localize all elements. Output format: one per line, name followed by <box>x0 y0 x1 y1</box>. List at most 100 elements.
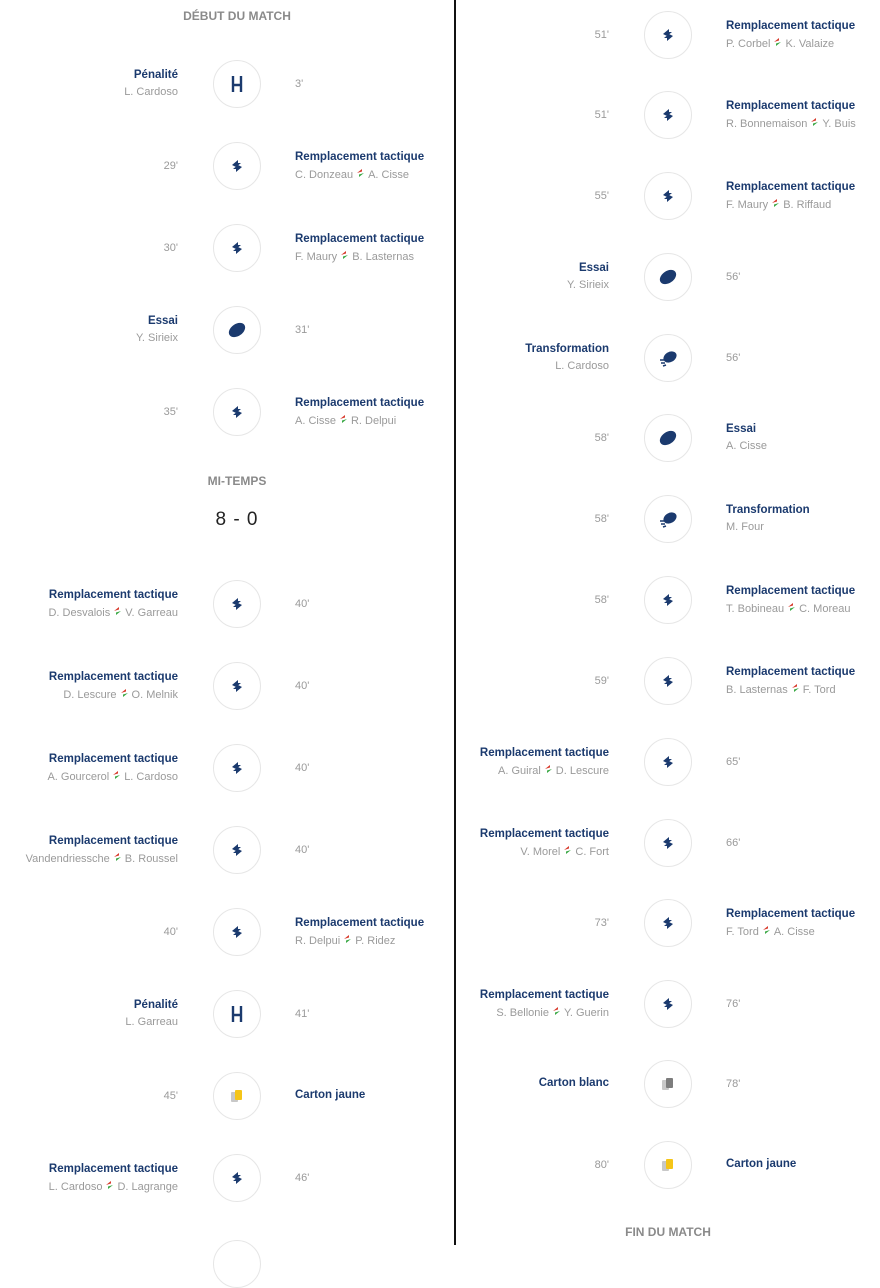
event-players: Vandendriessche B. Roussel <box>26 852 178 865</box>
icon <box>663 917 673 929</box>
icon <box>232 844 242 856</box>
icon <box>232 926 242 938</box>
player-name: T. Bobineau <box>726 602 785 615</box>
event-icon <box>644 576 692 624</box>
event-text: Remplacement tactique T. Bobineau C. Morea… <box>726 585 855 615</box>
event-players: D. Lescure O. Melnik <box>63 688 178 701</box>
event-players: L. Cardoso <box>124 86 178 98</box>
event-name: Remplacement tactique <box>48 753 178 765</box>
event-name: Remplacement tactique <box>726 908 856 920</box>
swap-arrow <box>113 606 122 619</box>
player-name: A. Cisse <box>773 925 815 938</box>
event-icon <box>213 224 261 272</box>
icon <box>660 351 677 367</box>
event-minute: 51' <box>594 29 609 41</box>
event-text: Remplacement tactique R. Delpui P. Ridez <box>295 917 424 947</box>
event-players: C. Donzeau A. Cisse <box>295 168 424 181</box>
event-icon <box>213 388 261 436</box>
swap-arrow <box>112 770 121 783</box>
event-icon <box>213 990 261 1038</box>
player-name: O. Melnik <box>131 688 178 701</box>
event-name: Essai <box>726 423 757 435</box>
event-name: Carton jaune <box>295 1089 366 1101</box>
event-text: Essai A. Cisse <box>726 423 767 452</box>
player-name: F. Maury <box>295 250 338 263</box>
player-name: Y. Sirieix <box>136 332 178 344</box>
swap-arrow <box>105 1180 114 1193</box>
event-text: Remplacement tactique P. Corbel K. Valaize <box>726 20 855 50</box>
event-icon <box>213 1154 261 1202</box>
player-name: B. Riffaud <box>783 198 832 211</box>
swap-arrow <box>791 683 800 696</box>
swap-arrow <box>356 168 365 181</box>
event-text: Remplacement tactique L. Cardoso D. Lagran… <box>49 1163 178 1193</box>
swap-arrow <box>544 764 553 777</box>
event-minute: 66' <box>726 837 741 849</box>
player-name: V. Garreau <box>125 606 178 619</box>
event-players: A. Guiral D. Lescure <box>498 764 609 777</box>
player-name: L. Cardoso <box>124 86 178 98</box>
icon <box>663 675 673 687</box>
event-minute: 58' <box>594 513 609 525</box>
event-minute: 35' <box>163 406 178 418</box>
swap-arrow <box>113 852 122 865</box>
event-icon <box>644 899 692 947</box>
event-minute: 56' <box>726 271 741 283</box>
event-icon <box>213 662 261 710</box>
event-text: Remplacement tactique F. Maury B. Riffaud <box>726 181 855 211</box>
event-text: Remplacement tactique V. Morel C. Fort <box>480 828 609 858</box>
event-icon <box>644 334 692 382</box>
halftime-score: 8 - 0 <box>215 509 259 530</box>
event-text: Essai Y. Sirieix <box>136 315 178 344</box>
event-name: Remplacement tactique <box>48 1163 178 1175</box>
event-icon <box>644 172 692 220</box>
event-text: Carton blanc <box>539 1077 609 1089</box>
event-minute: 55' <box>594 190 609 202</box>
swap-arrow <box>120 688 129 701</box>
event-text: Remplacement tactique A. Cisse R. Delpui <box>295 397 424 427</box>
event-text: Remplacement tactique D. Lescure O. Melnik <box>49 671 178 701</box>
event-name: Pénalité <box>133 69 178 81</box>
event-players: D. Desvalois V. Garreau <box>48 606 178 619</box>
player-name: F. Tord <box>726 925 759 938</box>
event-name: Pénalité <box>133 999 178 1011</box>
swap-arrow <box>340 250 349 263</box>
player-name: M. Four <box>726 521 764 533</box>
icon <box>663 29 673 41</box>
event-name: Remplacement tactique <box>48 835 178 847</box>
event-players: S. Bellonie Y. Guerin <box>496 1006 609 1019</box>
event-minute: 29' <box>163 160 178 172</box>
event-name: Remplacement tactique <box>726 100 856 112</box>
player-name: A. Guiral <box>498 764 541 777</box>
event-players: V. Morel C. Fort <box>520 845 609 858</box>
icon <box>232 242 242 254</box>
icon <box>662 1159 673 1171</box>
event-text: Pénalité L. Cardoso <box>124 69 178 98</box>
icon <box>663 756 673 768</box>
page: {"columns": [ {"header": "DÉBUT DU MATCH… <box>25 0 856 1288</box>
event-players: R. Delpui P. Ridez <box>295 934 424 947</box>
event-minute: 40' <box>295 762 310 774</box>
event-minute: 51' <box>594 109 609 121</box>
event-icon <box>644 1141 692 1189</box>
event-players: R. Bonnemaison Y. Buis <box>726 117 856 130</box>
event-name: Remplacement tactique <box>48 671 178 683</box>
event-players: F. Maury B. Lasternas <box>295 250 424 263</box>
event-minute: 40' <box>295 844 310 856</box>
event-icon <box>644 91 692 139</box>
event-name: Remplacement tactique <box>295 917 425 929</box>
event-icon <box>644 414 692 462</box>
event-text: Carton jaune <box>726 1158 796 1170</box>
event-icon <box>213 306 261 354</box>
player-name: A. Cisse <box>295 414 336 427</box>
event-minute: 45' <box>163 1090 178 1102</box>
event-minute: 78' <box>726 1078 741 1090</box>
event-minute: 46' <box>295 1172 310 1184</box>
event-name: Remplacement tactique <box>295 151 425 163</box>
event-name: Remplacement tactique <box>479 989 609 1001</box>
event-players: P. Corbel K. Valaize <box>726 37 855 50</box>
player-name: Vandendriessche <box>25 852 110 865</box>
event-icon <box>644 980 692 1028</box>
swap-arrow <box>563 845 572 858</box>
event-name: Carton blanc <box>538 1077 609 1089</box>
